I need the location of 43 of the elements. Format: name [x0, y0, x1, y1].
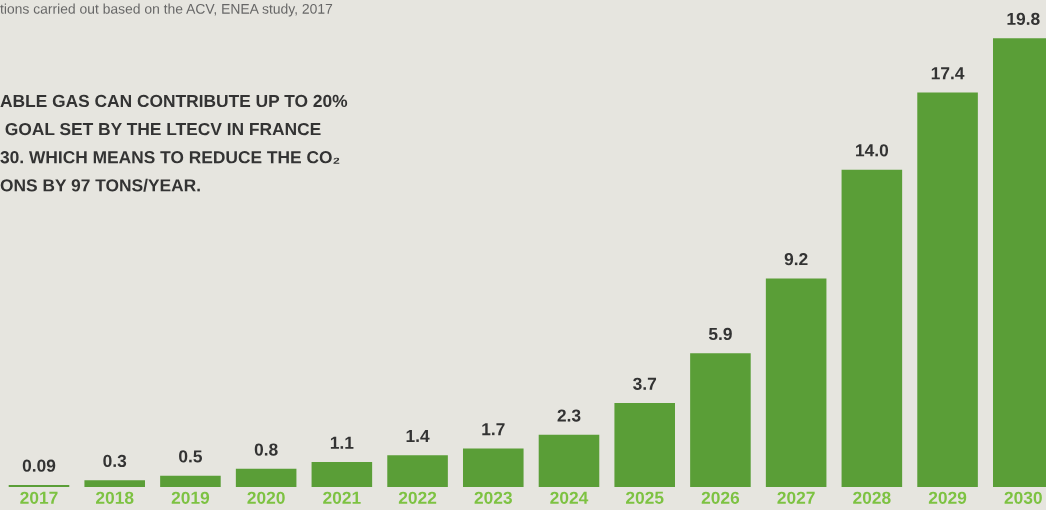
bar: [614, 403, 675, 487]
data-label: 9.2: [784, 253, 808, 266]
bar: [8, 484, 70, 487]
data-label: 14.0: [856, 144, 889, 157]
bar: [160, 475, 221, 487]
bar: [311, 462, 373, 487]
x-tick-label: 2029: [928, 491, 967, 504]
x-tick-label: 2017: [20, 491, 58, 504]
bar: [84, 480, 145, 487]
x-tick-label: 2018: [96, 491, 134, 504]
data-label: 1.7: [482, 423, 505, 436]
data-label: 5.9: [708, 327, 732, 341]
data-label: 17.4: [931, 67, 965, 80]
x-tick-label: 2030: [1004, 491, 1042, 504]
data-label: 0.3: [103, 454, 127, 468]
data-label: 19.8: [1007, 12, 1040, 25]
bar: [765, 278, 827, 487]
bar: [690, 353, 751, 487]
data-label: 0.8: [254, 443, 278, 456]
x-tick-label: 2020: [247, 491, 285, 504]
annotation: ABLE GAS CAN CONTRIBUTE UP TO 20% GOAL SET BY THE LTECV IN FRANCE 30. WHICH MEANS TO REDUCE THE CO₂ ONS BY 97 TONS/YEAR.: [0, 94, 348, 192]
x-tick-label: 2023: [474, 491, 512, 504]
x-tick-label: 2021: [323, 491, 361, 504]
text: tions carried out based on the ACV, ENEA study, 2017: [0, 3, 333, 17]
data-label: 0.5: [179, 450, 203, 463]
x-tick-label: 2026: [701, 491, 740, 504]
bar: [235, 468, 297, 487]
x-tick-label: 2019: [171, 491, 210, 504]
data-label: 2.3: [557, 409, 581, 422]
data-label: 1.4: [406, 429, 430, 442]
x-tick-label: 2024: [550, 491, 589, 504]
x-tick-label: 2022: [398, 491, 437, 504]
data-label: 0.09: [22, 459, 56, 472]
data-label: 1.1: [330, 436, 354, 449]
bar: [917, 92, 978, 487]
x-tick-label: 2025: [626, 491, 664, 504]
bar: [841, 169, 903, 487]
bar: [463, 448, 524, 487]
x-tick-label: 2027: [777, 491, 815, 504]
data-label: 3.7: [633, 377, 657, 390]
x-tick-label: 2028: [853, 491, 891, 504]
bar: [538, 434, 600, 487]
bar: [387, 455, 448, 487]
